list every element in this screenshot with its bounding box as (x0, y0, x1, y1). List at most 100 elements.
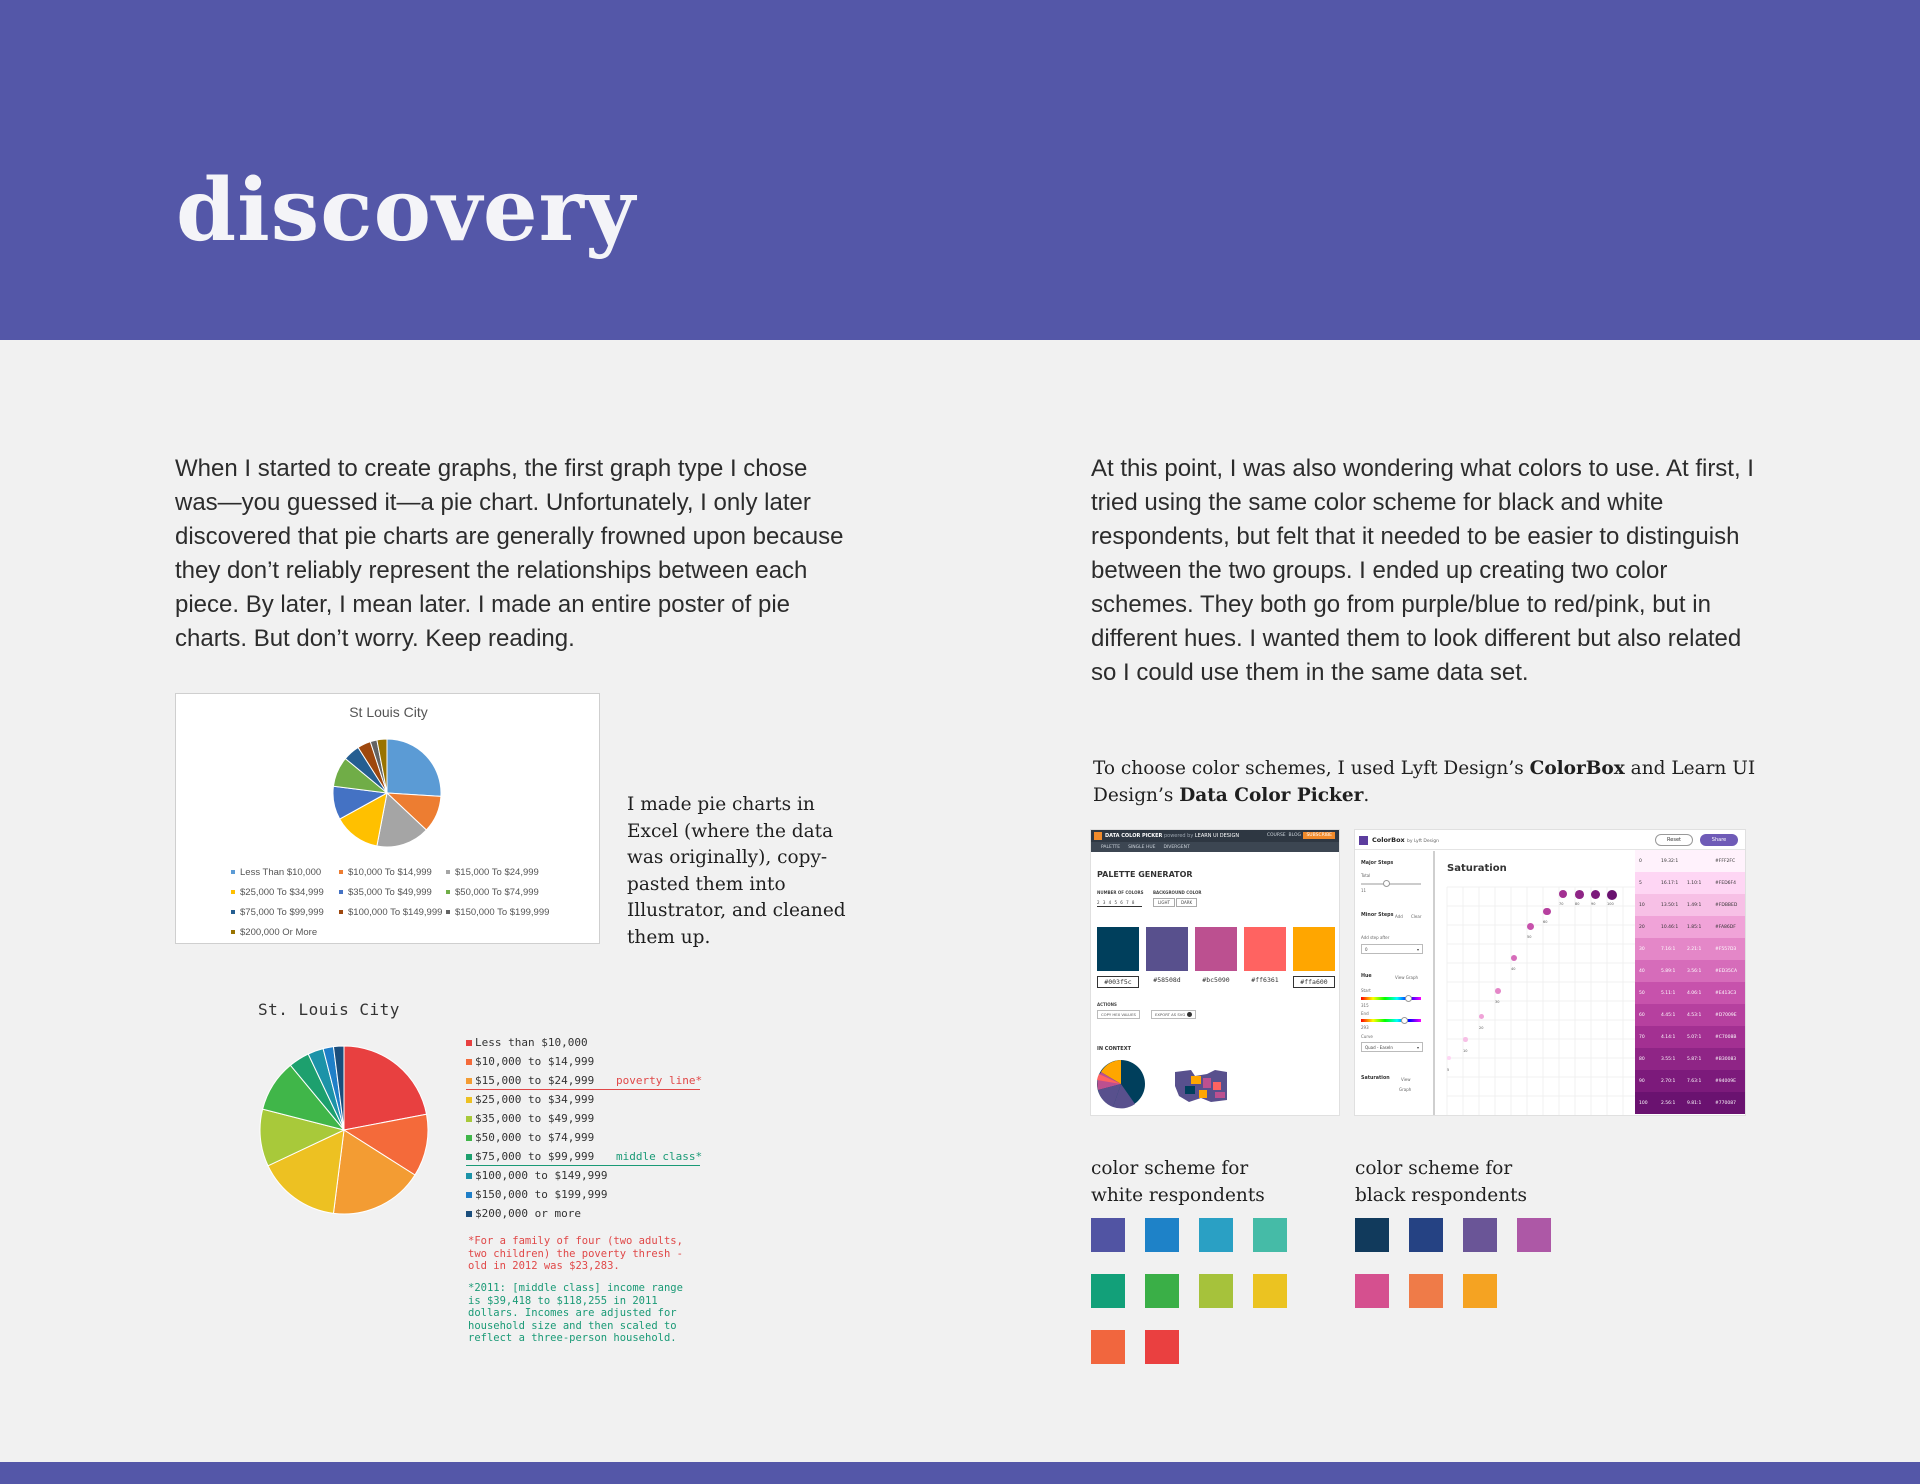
cb-color-table: 0 19.32:1 #FFF2FC 5 16.17:1 1.10:1 #FED6F4 10 13… (1635, 850, 1745, 1115)
illustrator-legend-swatch (466, 1096, 472, 1103)
dcp-swatch[interactable] (1195, 927, 1237, 971)
cb-saturation-dot[interactable] (1447, 1056, 1451, 1061)
cb-saturation-dot[interactable] (1591, 890, 1601, 900)
cb-dot-label: 30 (1495, 1000, 1500, 1004)
info-icon (1186, 1012, 1192, 1017)
dcp-swatch[interactable] (1146, 927, 1188, 971)
cb-reset-button[interactable]: Reset (1655, 834, 1693, 846)
cb-table-row[interactable]: 50 5.11:1 4.06:1 #E413C3 (1635, 982, 1745, 1004)
dcp-swatch[interactable] (1293, 927, 1335, 971)
cb-start-slider[interactable] (1361, 997, 1421, 1000)
cb-table-cell: 16.17:1 (1661, 880, 1679, 886)
dcp-num-colors[interactable]: 2 3 4 5 6 7 8 (1097, 900, 1136, 905)
cb-table-cell: 0 (1639, 858, 1642, 864)
cb-dot-label: 100 (1607, 902, 1614, 906)
excel-legend-item: $15,000 To $24,999 (446, 862, 554, 882)
cb-saturation-dot[interactable] (1495, 988, 1501, 994)
dcp-tab-palette[interactable]: PALETTE (1101, 844, 1121, 850)
cb-table-cell: 9.81:1 (1687, 1100, 1702, 1106)
cb-saturation-dot[interactable] (1607, 890, 1617, 900)
cb-table-row[interactable]: 30 7.16:1 2.21:1 #F557D3 (1635, 938, 1745, 960)
illustrator-legend-label: $75,000 to $99,999 (475, 1150, 595, 1163)
dcp-swatch-hex: #ffa600 (1293, 976, 1335, 988)
excel-legend-label: $15,000 To $24,999 (455, 866, 539, 878)
cb-total-knob[interactable] (1383, 880, 1390, 887)
cb-clear-button[interactable]: Clear (1411, 914, 1422, 919)
cb-start-knob[interactable] (1405, 995, 1412, 1002)
cb-saturation-dot[interactable] (1463, 1037, 1468, 1042)
cb-total-value: 11 (1361, 888, 1367, 893)
dcp-subscribe-button[interactable]: SUBSCRIBE (1303, 832, 1335, 839)
colorbox-name: ColorBox (1529, 758, 1625, 779)
cb-table-cell: #E413C3 (1715, 990, 1737, 996)
cb-table-row[interactable]: 60 4.45:1 4.53:1 #D7009E (1635, 1004, 1745, 1026)
cb-end-knob[interactable] (1401, 1017, 1408, 1024)
cb-saturation-dot[interactable] (1527, 923, 1534, 931)
dcp-title: DATA COLOR PICKER (1105, 833, 1163, 839)
black-scheme-swatch (1355, 1274, 1389, 1308)
cb-table-cell: #ED35CA (1715, 968, 1738, 974)
dcp-bg-dark[interactable]: DARK (1176, 898, 1198, 907)
excel-legend-item: Less Than $10,000 (231, 862, 339, 882)
cb-table-cell: 5.11:1 (1661, 990, 1676, 996)
excel-legend-label: $50,000 To $74,999 (455, 886, 539, 898)
cb-sat-graph[interactable]: Graph (1399, 1087, 1412, 1092)
dcp-num-slider[interactable] (1097, 906, 1142, 907)
cb-table-row[interactable]: 70 4.14:1 5.07:1 #C7008B (1635, 1026, 1745, 1048)
dcp-tab-single-hue[interactable]: SINGLE HUE (1128, 844, 1156, 850)
dcp-context-pie (1097, 1060, 1145, 1109)
cb-table-cell: 5.07:1 (1687, 1034, 1702, 1040)
white-scheme-swatch (1253, 1218, 1287, 1252)
cb-table-row[interactable]: 80 3.55:1 5.87:1 #B30083 (1635, 1048, 1745, 1070)
cb-table-cell: 2.56:1 (1661, 1100, 1676, 1106)
footer-bar (0, 1462, 1920, 1484)
cb-view-graph[interactable]: View Graph (1395, 975, 1419, 980)
cb-curve-select[interactable]: Quad - EaseIn ▾ (1361, 1042, 1423, 1052)
cb-table-row[interactable]: 20 10.46:1 1.85:1 #FA86DF (1635, 916, 1745, 938)
illustrator-legend-swatch (466, 1172, 472, 1179)
cb-end-slider[interactable] (1361, 1019, 1421, 1022)
black-scheme-swatch (1409, 1218, 1443, 1252)
dcp-swatch[interactable] (1244, 927, 1286, 971)
excel-legend-swatch (231, 930, 235, 934)
cb-total-slider[interactable] (1361, 883, 1421, 885)
cb-share-button[interactable]: Share (1700, 834, 1738, 846)
cb-step-select[interactable]: 0 ▾ (1361, 944, 1423, 954)
dcp-nav-blog[interactable]: BLOG (1288, 833, 1301, 838)
cb-step-value: 0 (1365, 946, 1368, 952)
dcp-bg-light[interactable]: LIGHT (1153, 898, 1175, 907)
excel-legend-label: $150,000 To $199,999 (455, 906, 550, 918)
dcp-nav-course[interactable]: COURSE (1266, 833, 1286, 838)
illustrator-chart-title: St. Louis City (258, 1000, 400, 1019)
excel-legend-swatch (446, 870, 450, 874)
cb-saturation-dot[interactable] (1559, 890, 1568, 899)
cb-topbar: ColorBox by Lyft Design Reset Share (1355, 830, 1745, 850)
dcp-tab-divergent[interactable]: DIVERGENT (1163, 844, 1190, 850)
cb-name-text: ColorBox (1372, 836, 1405, 844)
cb-table-row[interactable]: 5 16.17:1 1.10:1 #FED6F4 (1635, 872, 1745, 894)
white-scheme-swatch (1091, 1330, 1125, 1364)
cb-table-cell: 2.70:1 (1661, 1078, 1676, 1084)
cb-saturation-dot[interactable] (1575, 890, 1584, 899)
dcp-export-svg-button[interactable]: EXPORT AS SVG (1151, 1010, 1196, 1019)
cb-table-row[interactable]: 90 2.70:1 7.63:1 #94009E (1635, 1070, 1745, 1092)
cb-sidebar: Major Steps Total 11 Minor Steps Add Cle… (1355, 851, 1435, 1115)
cb-table-cell: 5.87:1 (1687, 1056, 1702, 1062)
illustrator-legend-label: $35,000 to $49,999 (475, 1112, 595, 1125)
dcp-copy-hex-button[interactable]: COPY HEX VALUES (1097, 1010, 1140, 1019)
dcp-logo-icon (1094, 832, 1102, 840)
illustrator-pie-slice-2 (332, 1129, 416, 1215)
cb-table-row[interactable]: 0 19.32:1 #FFF2FC (1635, 850, 1745, 872)
black-scheme-swatch (1463, 1218, 1497, 1252)
cb-saturation-dot[interactable] (1511, 954, 1518, 962)
cb-table-cell: #B30083 (1715, 1056, 1737, 1062)
cb-table-row[interactable]: 10 13.50:1 1.49:1 #FDBBED (1635, 894, 1745, 916)
cb-sat-view[interactable]: View (1401, 1077, 1411, 1082)
dcp-swatch[interactable] (1097, 927, 1139, 971)
cb-add-button[interactable]: Add (1395, 914, 1403, 919)
cb-saturation-dot[interactable] (1479, 1014, 1485, 1020)
cb-table-row[interactable]: 40 5.89:1 3.56:1 #ED35CA (1635, 960, 1745, 982)
cb-saturation-dot[interactable] (1543, 907, 1551, 916)
cb-table-row[interactable]: 100 2.56:1 9.81:1 #770087 (1635, 1092, 1745, 1114)
tools-note: To choose color schemes, I used Lyft Des… (1093, 756, 1813, 809)
